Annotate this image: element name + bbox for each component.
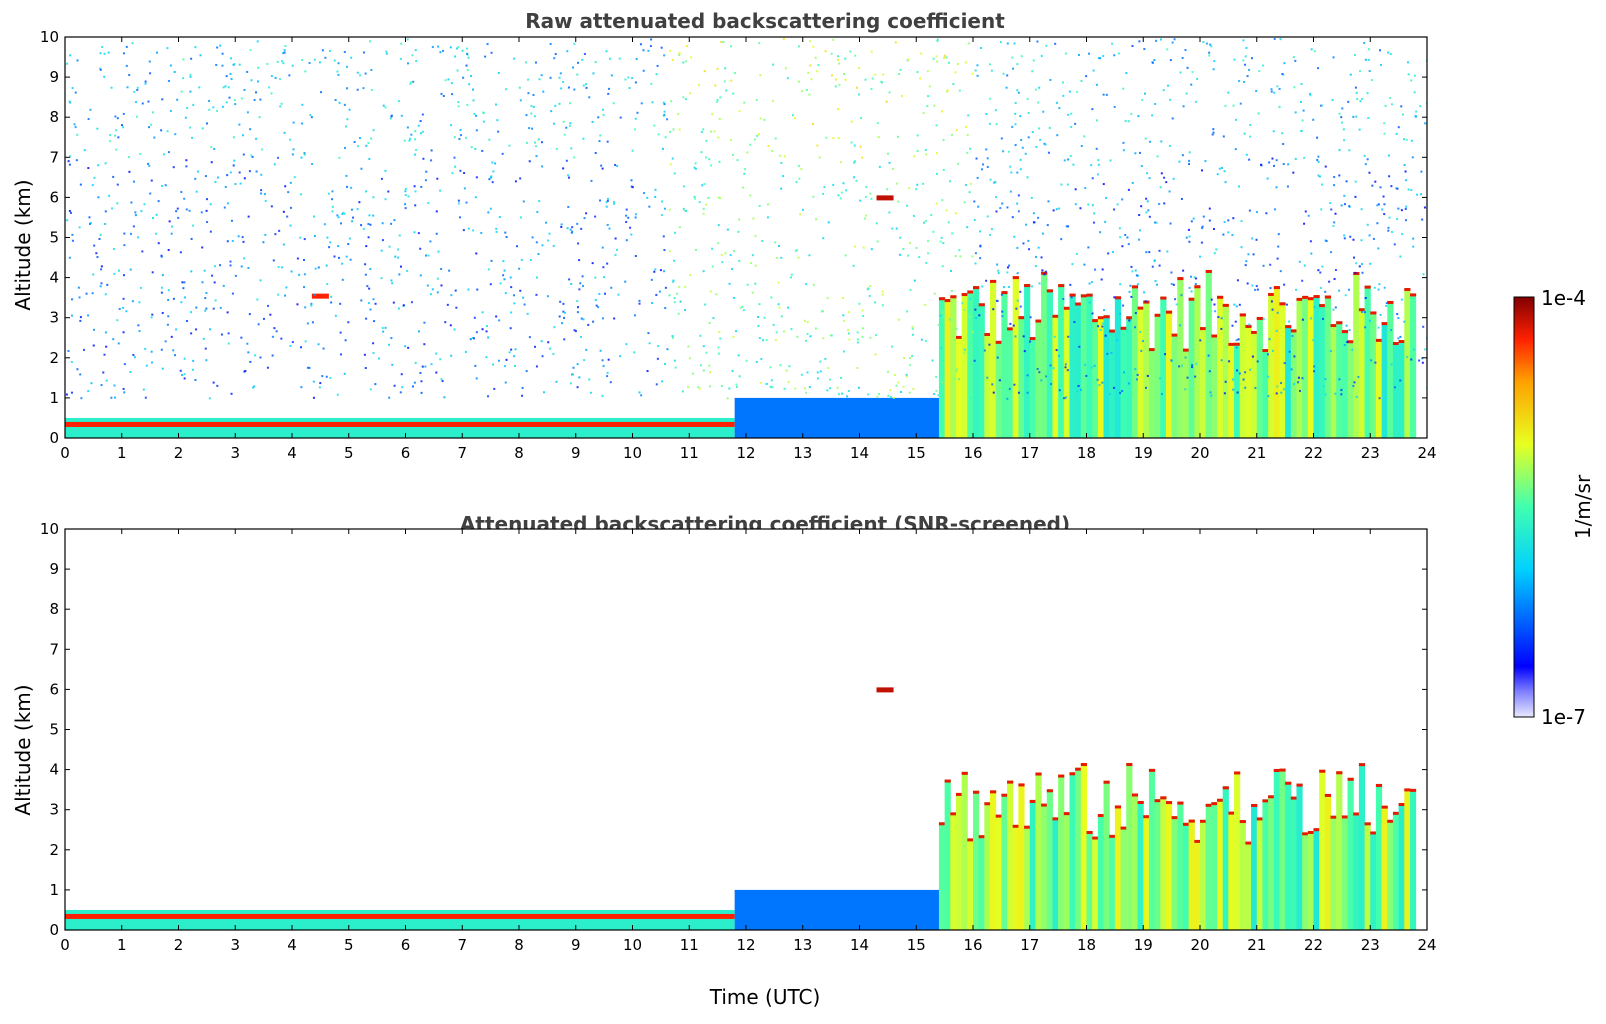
x-tick-label: 7 bbox=[457, 936, 467, 954]
y-tick-label: 9 bbox=[49, 560, 59, 578]
screened-panel: Attenuated backscattering coefficient (S… bbox=[11, 512, 1437, 1009]
raw-y-axis-label: Altitude (km) bbox=[11, 179, 35, 310]
x-tick-label: 11 bbox=[680, 444, 699, 462]
raw-panel-title: Raw attenuated backscattering coefficien… bbox=[525, 9, 1005, 33]
raw-plot-area: 0 1 2 3 4 5 6 7 8 9 10 11 12 13 14 15 16 17 18 19 20 21 22 23 24… bbox=[40, 28, 1437, 462]
feature-dense-layer bbox=[938, 763, 1417, 930]
feature-cloud bbox=[311, 293, 329, 299]
x-tick-label: 5 bbox=[344, 936, 354, 954]
y-tick-label: 2 bbox=[49, 841, 59, 859]
x-tick-label: 1 bbox=[117, 444, 127, 462]
x-tick-label: 24 bbox=[1417, 444, 1436, 462]
x-tick-label: 18 bbox=[1077, 936, 1096, 954]
feature-surface-layer bbox=[65, 417, 735, 438]
y-axis: 0 1 2 3 4 5 6 7 8 9 10 bbox=[40, 28, 1427, 447]
x-tick-label: 14 bbox=[850, 936, 869, 954]
y-tick-label: 8 bbox=[49, 108, 59, 126]
x-tick-label: 9 bbox=[571, 444, 581, 462]
y-tick-label: 0 bbox=[49, 429, 59, 447]
x-tick-label: 10 bbox=[623, 444, 642, 462]
y-tick-label: 0 bbox=[49, 921, 59, 939]
x-tick-label: 15 bbox=[907, 936, 926, 954]
x-tick-label: 0 bbox=[60, 936, 70, 954]
x-tick-label: 4 bbox=[287, 444, 297, 462]
y-tick-label: 5 bbox=[49, 229, 59, 247]
x-tick-label: 17 bbox=[1020, 444, 1039, 462]
x-tick-label: 5 bbox=[344, 444, 354, 462]
x-tick-label: 12 bbox=[736, 936, 755, 954]
x-tick-label: 9 bbox=[571, 936, 581, 954]
x-tick-label: 13 bbox=[793, 444, 812, 462]
feature-boundary-layer bbox=[734, 397, 945, 438]
feature-surface-layer bbox=[65, 909, 735, 930]
x-tick-label: 0 bbox=[60, 444, 70, 462]
x-tick-label: 20 bbox=[1190, 936, 1209, 954]
x-tick-label: 22 bbox=[1304, 936, 1323, 954]
colorbar-min-label: 1e-7 bbox=[1541, 705, 1586, 729]
x-tick-label: 23 bbox=[1361, 444, 1380, 462]
y-tick-label: 1 bbox=[49, 389, 59, 407]
y-tick-label: 9 bbox=[49, 68, 59, 86]
x-tick-label: 24 bbox=[1417, 936, 1436, 954]
y-tick-label: 5 bbox=[49, 721, 59, 739]
x-tick-label: 17 bbox=[1020, 936, 1039, 954]
x-tick-label: 22 bbox=[1304, 444, 1323, 462]
colorbar-scale bbox=[1513, 296, 1535, 718]
y-tick-label: 10 bbox=[40, 28, 59, 46]
x-tick-label: 1 bbox=[117, 936, 127, 954]
x-tick-label: 15 bbox=[907, 444, 926, 462]
x-tick-label: 6 bbox=[401, 444, 411, 462]
x-tick-label: 16 bbox=[963, 444, 982, 462]
y-tick-label: 6 bbox=[49, 188, 59, 206]
x-tick-label: 4 bbox=[287, 936, 297, 954]
y-tick-label: 2 bbox=[49, 349, 59, 367]
x-tick-label: 19 bbox=[1134, 936, 1153, 954]
x-tick-label: 20 bbox=[1190, 444, 1209, 462]
raw-panel: Raw attenuated backscattering coefficien… bbox=[11, 9, 1437, 462]
x-tick-label: 13 bbox=[793, 936, 812, 954]
y-tick-label: 1 bbox=[49, 881, 59, 899]
x-axis: 0 1 2 3 4 5 6 7 8 9 10 11 12 13 14 15 16 17 18 19 20 21 22 23 24 bbox=[60, 529, 1437, 954]
x-tick-label: 8 bbox=[514, 936, 524, 954]
y-tick-label: 8 bbox=[49, 600, 59, 618]
x-tick-label: 8 bbox=[514, 444, 524, 462]
x-tick-label: 11 bbox=[680, 936, 699, 954]
screened-y-axis-label: Altitude (km) bbox=[11, 684, 35, 815]
y-tick-label: 7 bbox=[49, 640, 59, 658]
x-axis: 0 1 2 3 4 5 6 7 8 9 10 11 12 13 14 15 16 17 18 19 20 21 22 23 24 bbox=[60, 37, 1437, 462]
x-tick-label: 2 bbox=[174, 936, 184, 954]
x-tick-label: 14 bbox=[850, 444, 869, 462]
x-tick-label: 6 bbox=[401, 936, 411, 954]
feature-boundary-layer bbox=[734, 889, 945, 930]
x-tick-label: 23 bbox=[1361, 936, 1380, 954]
feature-cloud bbox=[876, 195, 894, 201]
x-tick-label: 21 bbox=[1247, 444, 1266, 462]
y-tick-label: 7 bbox=[49, 148, 59, 166]
x-tick-label: 3 bbox=[230, 936, 240, 954]
x-tick-label: 19 bbox=[1134, 444, 1153, 462]
y-tick-label: 6 bbox=[49, 680, 59, 698]
x-tick-label: 16 bbox=[963, 936, 982, 954]
y-tick-label: 4 bbox=[49, 761, 59, 779]
feature-cloud bbox=[876, 687, 894, 693]
feature-noise bbox=[65, 37, 1427, 400]
colorbar: 1e-4 1e-7 1/m/sr bbox=[1513, 286, 1595, 729]
x-tick-label: 21 bbox=[1247, 936, 1266, 954]
x-tick-label: 12 bbox=[736, 444, 755, 462]
y-axis: 0 1 2 3 4 5 6 7 8 9 10 bbox=[40, 520, 1427, 939]
x-axis-label: Time (UTC) bbox=[709, 985, 821, 1009]
x-tick-label: 18 bbox=[1077, 444, 1096, 462]
y-tick-label: 3 bbox=[49, 309, 59, 327]
x-tick-label: 7 bbox=[457, 444, 467, 462]
colorbar-max-label: 1e-4 bbox=[1541, 286, 1586, 310]
x-tick-label: 2 bbox=[174, 444, 184, 462]
x-tick-label: 10 bbox=[623, 936, 642, 954]
screened-plot-area: 0 1 2 3 4 5 6 7 8 9 10 11 12 13 14 15 16 17 18 19 20 21 22 23 24… bbox=[40, 520, 1437, 954]
y-tick-label: 4 bbox=[49, 269, 59, 287]
y-tick-label: 3 bbox=[49, 801, 59, 819]
x-tick-label: 3 bbox=[230, 444, 240, 462]
colorbar-unit-label: 1/m/sr bbox=[1571, 474, 1595, 539]
y-tick-label: 10 bbox=[40, 520, 59, 538]
